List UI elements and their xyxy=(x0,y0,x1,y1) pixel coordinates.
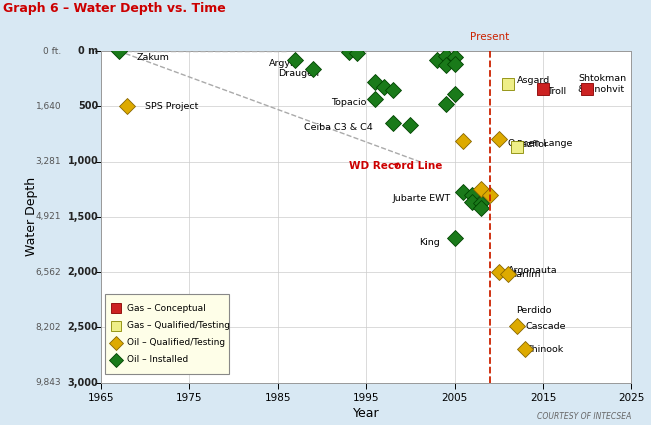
X-axis label: Year: Year xyxy=(353,407,380,420)
Text: Gas – Qualified/Testing: Gas – Qualified/Testing xyxy=(128,321,230,330)
Text: 9,843: 9,843 xyxy=(36,378,61,387)
Text: Graph 6 – Water Depth vs. Time: Graph 6 – Water Depth vs. Time xyxy=(3,2,226,15)
Text: 0 ft.: 0 ft. xyxy=(43,46,61,56)
Text: 2,000: 2,000 xyxy=(68,267,98,277)
Text: 2,500: 2,500 xyxy=(68,322,98,332)
Text: 500: 500 xyxy=(78,101,98,111)
Text: 3,000: 3,000 xyxy=(68,377,98,388)
Text: Oil – Qualified/Testing: Oil – Qualified/Testing xyxy=(128,338,225,347)
Text: Gas – Conceptual: Gas – Conceptual xyxy=(128,304,206,313)
Text: 1,500: 1,500 xyxy=(68,212,98,222)
Text: COURTESY OF INTECSEA: COURTESY OF INTECSEA xyxy=(537,412,631,421)
Text: Oil – Installed: Oil – Installed xyxy=(128,355,189,364)
Text: Pazflor: Pazflor xyxy=(516,140,549,149)
Text: Zakum: Zakum xyxy=(136,53,169,62)
Text: 6,562: 6,562 xyxy=(36,267,61,277)
Text: Perdido: Perdido xyxy=(516,306,552,315)
Text: 1,640: 1,640 xyxy=(36,102,61,111)
Text: Marlim: Marlim xyxy=(508,270,540,279)
Text: Argonauta: Argonauta xyxy=(508,266,557,275)
Text: Present: Present xyxy=(471,32,510,42)
Text: Ceiba C3 & C4: Ceiba C3 & C4 xyxy=(304,123,373,132)
Text: 1,000: 1,000 xyxy=(68,156,98,167)
Text: 4,921: 4,921 xyxy=(36,212,61,221)
Text: Troll: Troll xyxy=(547,87,566,96)
Text: WD Record Line: WD Record Line xyxy=(348,161,442,171)
Text: King: King xyxy=(419,238,440,246)
Text: 8,202: 8,202 xyxy=(36,323,61,332)
Text: Argyll: Argyll xyxy=(269,59,296,68)
Text: Jubarte EWT: Jubarte EWT xyxy=(393,194,451,203)
Text: Chinook: Chinook xyxy=(525,345,564,354)
Text: Asgard: Asgard xyxy=(516,76,549,85)
Text: Draugen: Draugen xyxy=(278,69,319,78)
Text: 0 m: 0 m xyxy=(78,46,98,56)
Y-axis label: Water Depth: Water Depth xyxy=(25,177,38,256)
Text: Cascade: Cascade xyxy=(525,322,566,331)
Text: Shtokman
& Snohvit: Shtokman & Snohvit xyxy=(578,74,626,94)
Text: 3,281: 3,281 xyxy=(36,157,61,166)
Text: SPS Project: SPS Project xyxy=(145,102,199,111)
Text: Ormen Lange: Ormen Lange xyxy=(508,139,572,148)
Text: Topacio: Topacio xyxy=(331,98,367,107)
FancyBboxPatch shape xyxy=(105,294,229,374)
